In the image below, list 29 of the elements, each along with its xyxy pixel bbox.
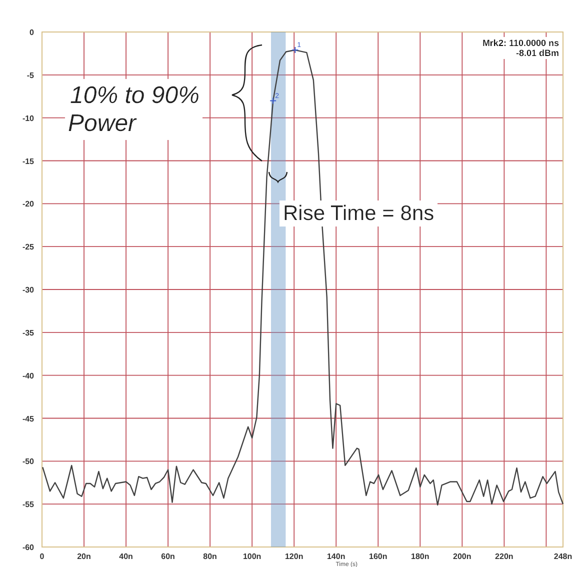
y-tick-label: -20: [22, 200, 35, 209]
y-tick-label: -55: [22, 500, 35, 510]
x-tick-label: 220n: [495, 552, 514, 561]
y-tick-label: -45: [22, 414, 35, 424]
y-tick-label: 0: [30, 28, 35, 37]
annotation: Rise Time = 8ns: [283, 202, 434, 225]
x-tick-label: 160n: [369, 552, 388, 561]
x-tick-label: 200n: [453, 552, 472, 561]
y-tick-label: -35: [22, 328, 35, 338]
x-tick-label: 80n: [203, 552, 218, 561]
y-tick-label: -30: [22, 286, 35, 294]
y-tick-label: -5: [26, 70, 35, 80]
x-tick-label: 120n: [284, 552, 304, 561]
y-tick-label: -60: [22, 543, 35, 552]
y-tick-label: -25: [22, 242, 35, 252]
y-tick-label: -40: [22, 371, 35, 380]
x-tick-label: 40n: [119, 552, 134, 561]
x-tick-label: 20n: [77, 552, 92, 561]
x-tick-label: 100n: [242, 552, 262, 561]
y-tick-label: -15: [22, 156, 35, 166]
x-tick-label: 248n: [554, 552, 572, 561]
x-tick-label: 140n: [326, 552, 346, 561]
x-tick-label: 60n: [161, 552, 176, 561]
x-tick-label: 0: [40, 552, 45, 561]
y-tick-label: -10: [22, 114, 35, 123]
x-tick-label: 180n: [411, 552, 430, 561]
annotation: 10% to 90% Power: [68, 82, 200, 137]
y-tick-label: -50: [22, 457, 35, 466]
annotation: Mrk2: 110.0000 ns -8.01 dBm: [482, 38, 559, 58]
